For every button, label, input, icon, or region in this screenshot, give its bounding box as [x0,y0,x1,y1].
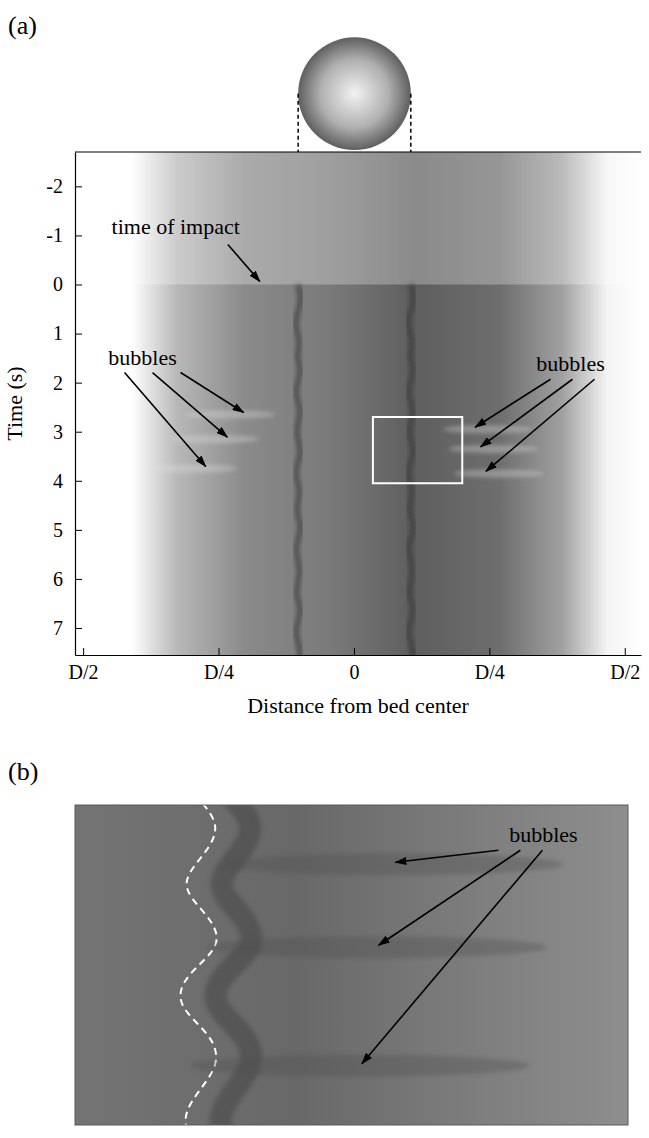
y-tick-mark [75,530,82,531]
wake-streak [296,284,300,655]
y-tick-mark [75,334,82,335]
annotation-arrow [153,373,228,438]
y-tick: 4 [53,470,82,492]
wake-outline [180,805,216,1125]
x-axis: D/2 D/4 0 D/4 D/2 [69,648,642,683]
annotation-arrow [125,373,206,467]
x-tick: D/2 [610,648,640,683]
y-tick-mark [75,481,82,482]
y-tick-mark [75,284,82,285]
annotation-arrow [395,850,498,862]
bubble [443,425,533,433]
y-tick: 2 [53,372,82,394]
wake-streak [215,805,251,1125]
sphere-guide [297,94,299,152]
panel-label: (a) [8,11,37,40]
x-tick-label: 0 [349,661,359,683]
y-tick-label: 3 [53,421,63,443]
sphere [298,37,411,150]
y-tick-mark [75,383,82,384]
y-tick: 5 [53,519,82,541]
panel-b: (b) bubbles [8,757,628,1138]
y-tick-mark [75,432,82,433]
x-axis-title: Distance from bed center [247,693,469,718]
panel-a: (a) D/2 D/4 0 D/4 D/2 -2 -1 0 1 2 3 4 5 6 7 Distance fro… [2,11,642,718]
x-tick-mark [625,648,626,655]
bubble [148,465,238,473]
image-background [75,152,641,655]
plot-area [75,152,641,655]
y-tick-label: 1 [53,322,63,344]
y-tick: 0 [53,273,82,295]
frame-top [75,151,641,152]
x-tick-mark [83,648,84,655]
y-tick-label: 5 [53,519,63,541]
y-tick-label: -2 [46,175,63,197]
pre-impact-region [75,152,641,284]
annotation-arrow [486,379,595,471]
y-axis: -2 -1 0 1 2 3 4 5 6 7 [46,153,82,656]
streak-pre-impact [409,152,413,284]
y-tick-label: -1 [46,224,63,246]
y-axis-line [75,153,76,656]
annotation-arrow [362,850,543,1063]
y-tick-label: 2 [53,372,63,394]
y-tick: 1 [53,322,82,344]
figure: (a) D/2 D/4 0 D/4 D/2 -2 -1 0 1 2 3 4 5 6 7 Distance fro… [0,0,649,1138]
bubble [190,1055,530,1077]
zoom-box [373,417,462,483]
bubble [454,469,544,477]
x-tick-mark [354,648,355,655]
y-tick: 7 [53,617,82,639]
x-tick-label: D/2 [610,661,640,683]
x-tick-mark [489,648,490,655]
annotations: time of impact bubbles bubbles [108,214,604,471]
y-tick: 6 [53,568,82,590]
annotation-label: bubbles [509,822,577,847]
annotation-arrow [228,244,260,281]
x-tick: 0 [349,648,359,683]
y-tick-label: 7 [53,617,63,639]
y-tick-mark [75,628,82,629]
y-tick-mark [75,579,82,580]
y-tick-label: 6 [53,568,63,590]
x-axis-line [76,655,642,656]
x-tick: D/2 [69,648,99,683]
frame [75,805,628,1125]
annotation-arrow [379,850,521,945]
y-tick: 3 [53,421,82,443]
x-tick-label: D/2 [69,661,99,683]
bubble [207,936,547,958]
annotation-label: bubbles [108,345,176,370]
x-tick: D/4 [475,648,505,683]
x-tick-mark [219,648,220,655]
wake-streak [409,284,413,655]
panel-label: (b) [8,757,38,786]
sphere-guide [410,94,412,152]
image-background [75,805,628,1125]
annotation-arrow [181,373,244,413]
x-tick-label: D/4 [475,661,505,683]
y-axis-title: Time (s) [2,366,27,440]
annotation-label: bubbles [536,351,604,376]
x-tick: D/4 [204,648,234,683]
x-tick-label: D/4 [204,661,234,683]
streak-pre-impact [296,152,300,284]
y-tick-label: 0 [53,273,63,295]
y-tick-label: 4 [53,470,63,492]
y-tick: -1 [46,224,82,246]
plot-area [75,805,628,1125]
y-tick-mark [75,235,82,236]
annotation-label: time of impact [112,214,240,239]
y-tick: -2 [46,175,82,197]
y-tick-mark [75,186,82,187]
